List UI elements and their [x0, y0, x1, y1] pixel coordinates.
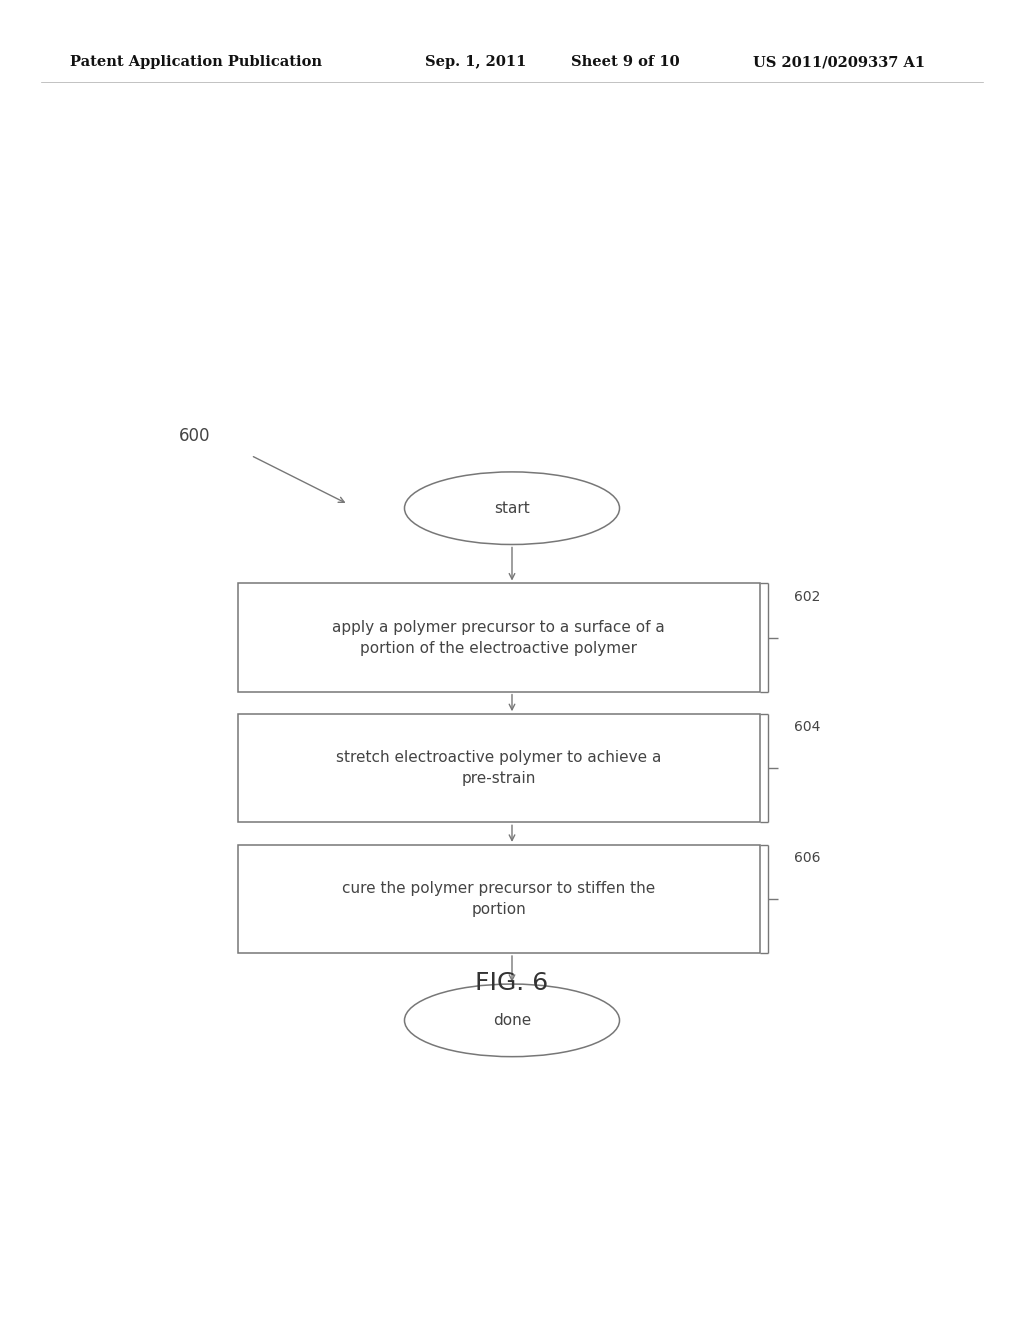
Text: done: done	[493, 1012, 531, 1028]
Text: apply a polymer precursor to a surface of a
portion of the electroactive polymer: apply a polymer precursor to a surface o…	[333, 619, 665, 656]
Bar	[238, 583, 760, 692]
Text: stretch electroactive polymer to achieve a
pre-strain: stretch electroactive polymer to achieve…	[336, 750, 662, 787]
Text: 604: 604	[794, 721, 820, 734]
Text: 606: 606	[794, 851, 820, 865]
Text: Patent Application Publication: Patent Application Publication	[70, 55, 322, 69]
Text: FIG. 6: FIG. 6	[475, 972, 549, 995]
Bar	[238, 714, 760, 822]
Text: Sheet 9 of 10: Sheet 9 of 10	[571, 55, 680, 69]
Bar	[238, 845, 760, 953]
Text: 600: 600	[179, 426, 211, 445]
Text: cure the polymer precursor to stiffen the
portion: cure the polymer precursor to stiffen th…	[342, 880, 655, 917]
Text: US 2011/0209337 A1: US 2011/0209337 A1	[753, 55, 925, 69]
Text: 602: 602	[794, 590, 820, 603]
Text: start: start	[495, 500, 529, 516]
Text: Sep. 1, 2011: Sep. 1, 2011	[425, 55, 526, 69]
